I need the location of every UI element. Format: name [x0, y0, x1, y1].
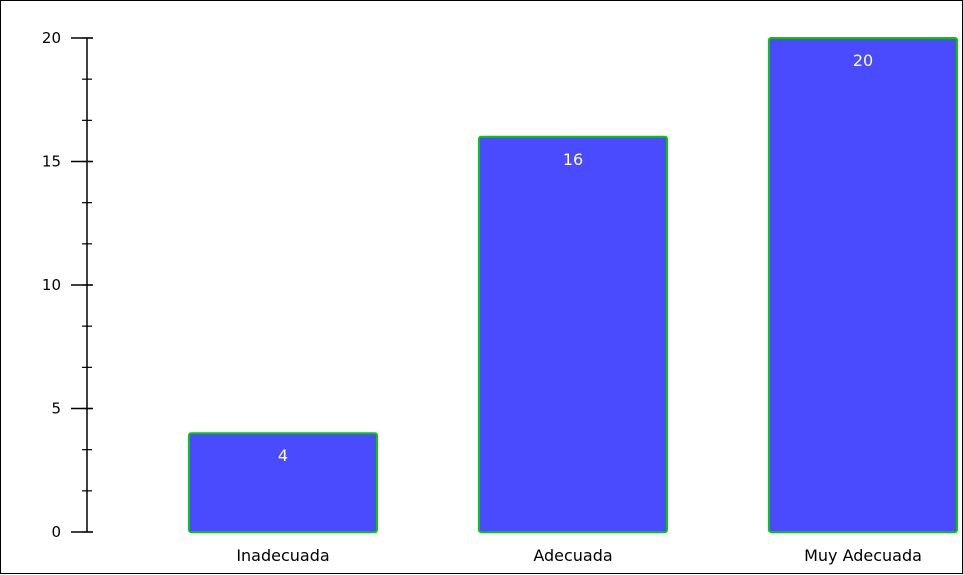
x-category-label: Adecuada [533, 546, 612, 565]
x-axis-labels: Inadecuada Adecuada Muy Adecuada [236, 546, 922, 565]
bar-value-label: 20 [853, 51, 873, 70]
bar [478, 135, 668, 534]
y-axis: 0 5 10 15 20 [42, 29, 93, 541]
x-category-label: Muy Adecuada [804, 546, 922, 565]
bar [768, 37, 958, 533]
bar-value-label: 4 [278, 446, 288, 465]
y-tick-label: 20 [42, 29, 61, 47]
bar [188, 432, 378, 534]
x-category-label: Inadecuada [236, 546, 329, 565]
y-tick-label: 0 [51, 523, 61, 541]
bars: 4 16 20 [188, 37, 958, 534]
y-tick-label: 5 [51, 400, 61, 418]
bar-value-label: 16 [563, 150, 583, 169]
y-tick-label: 10 [42, 276, 61, 294]
y-tick-label: 15 [42, 153, 61, 171]
